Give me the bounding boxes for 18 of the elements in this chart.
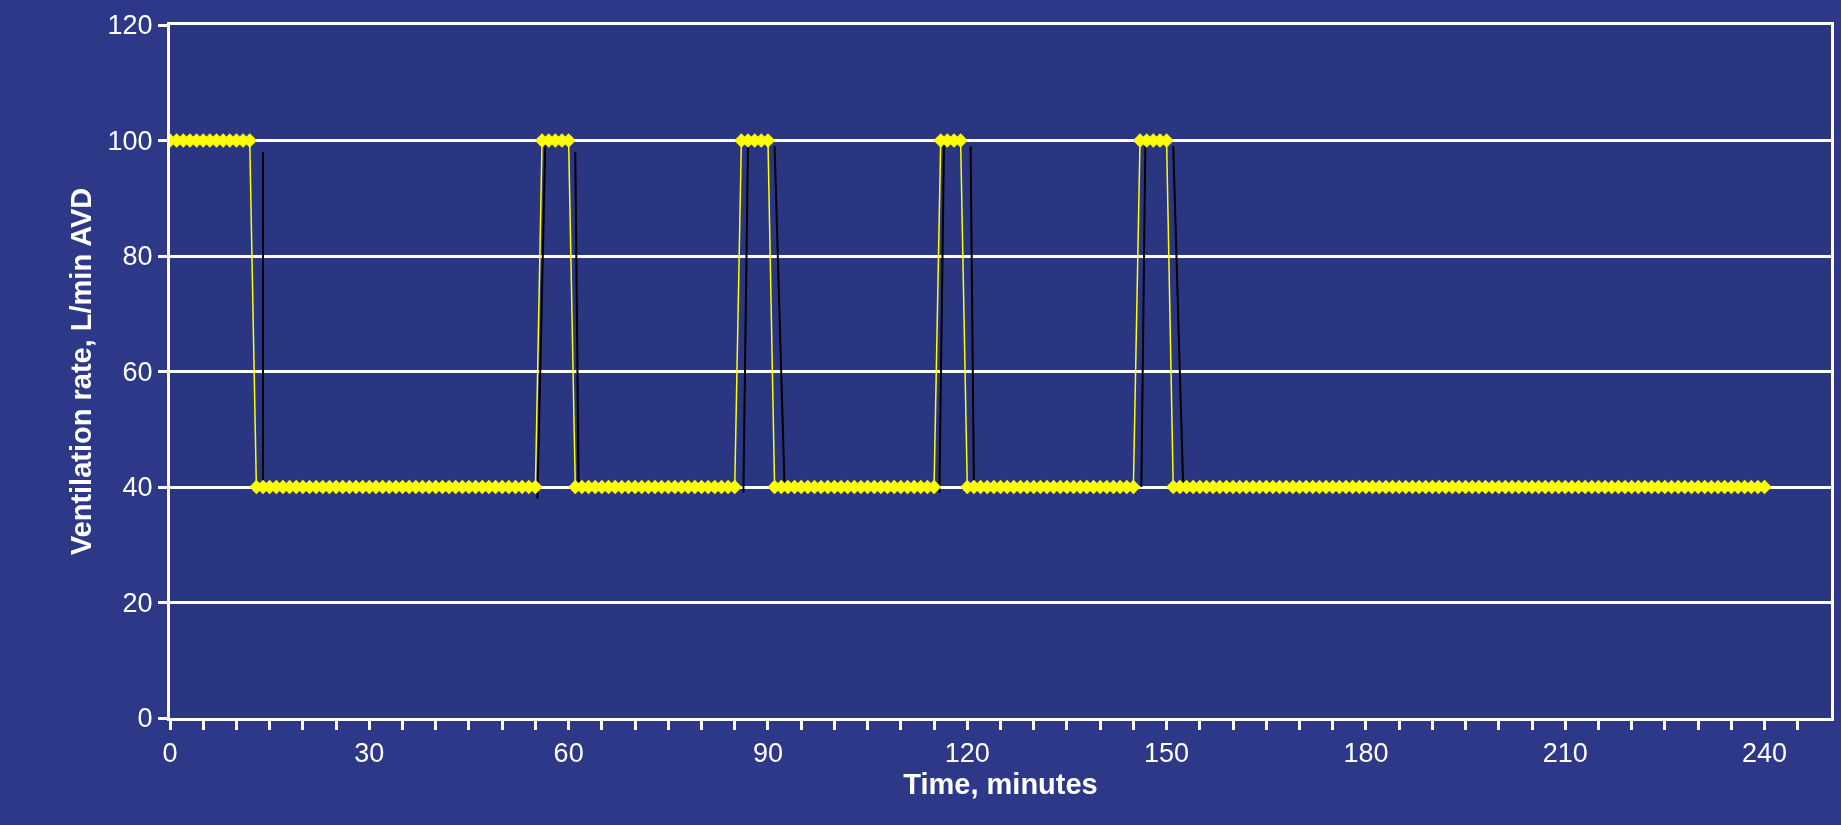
y-tick-label: 20 — [122, 587, 153, 618]
x-tick-label: 150 — [1144, 738, 1190, 769]
x-tick-label: 0 — [162, 738, 178, 769]
x-tick-label: 180 — [1343, 738, 1389, 769]
y-tick-label: 0 — [137, 703, 153, 734]
y-axis-title: Ventilation rate, L/min AVD — [64, 187, 97, 556]
y-tick-label: 60 — [122, 356, 153, 387]
x-tick-label: 90 — [752, 738, 783, 769]
y-tick-label: 40 — [122, 472, 153, 503]
x-tick-label: 210 — [1542, 738, 1588, 769]
x-tick-label: 30 — [354, 738, 385, 769]
x-tick-label: 240 — [1742, 738, 1788, 769]
x-axis-title: Time, minutes — [903, 768, 1098, 801]
x-tick-label: 60 — [553, 738, 584, 769]
y-tick-label: 80 — [122, 241, 153, 272]
y-tick-label: 100 — [107, 125, 153, 156]
y-tick-label: 120 — [107, 10, 153, 41]
x-tick-label: 120 — [944, 738, 990, 769]
